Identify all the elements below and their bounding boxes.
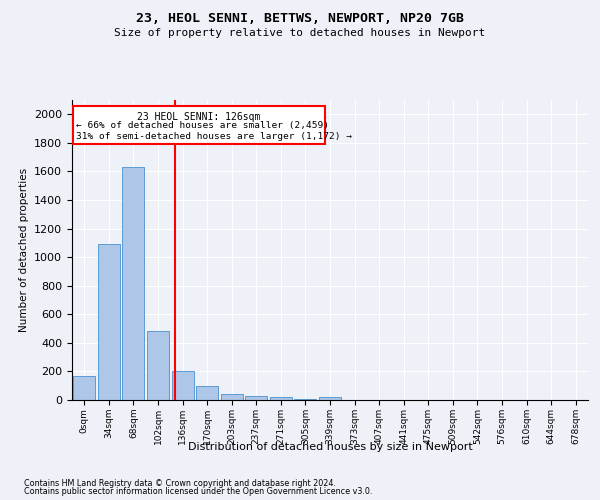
Bar (221, 394, 243, 400)
Text: Contains public sector information licensed under the Open Government Licence v3: Contains public sector information licen… (24, 487, 373, 496)
Text: 31% of semi-detached houses are larger (1,172) →: 31% of semi-detached houses are larger (… (76, 132, 352, 141)
Text: Size of property relative to detached houses in Newport: Size of property relative to detached ho… (115, 28, 485, 38)
Bar (319, 397, 341, 400)
Y-axis label: Number of detached properties: Number of detached properties (19, 168, 29, 332)
Text: Distribution of detached houses by size in Newport: Distribution of detached houses by size … (188, 442, 472, 452)
Bar (73, 376, 95, 400)
Bar (245, 396, 268, 400)
Text: 23, HEOL SENNI, BETTWS, NEWPORT, NP20 7GB: 23, HEOL SENNI, BETTWS, NEWPORT, NP20 7G… (136, 12, 464, 26)
Text: Contains HM Land Registry data © Crown copyright and database right 2024.: Contains HM Land Registry data © Crown c… (24, 478, 336, 488)
Text: ← 66% of detached houses are smaller (2,459): ← 66% of detached houses are smaller (2,… (76, 122, 329, 130)
Bar (122, 167, 145, 400)
Bar (147, 332, 169, 400)
Bar (98, 244, 120, 400)
FancyBboxPatch shape (73, 106, 325, 144)
Bar (172, 372, 194, 400)
Bar (196, 386, 218, 400)
Bar (295, 398, 316, 400)
Text: 23 HEOL SENNI: 126sqm: 23 HEOL SENNI: 126sqm (137, 112, 261, 122)
Bar (270, 397, 292, 400)
